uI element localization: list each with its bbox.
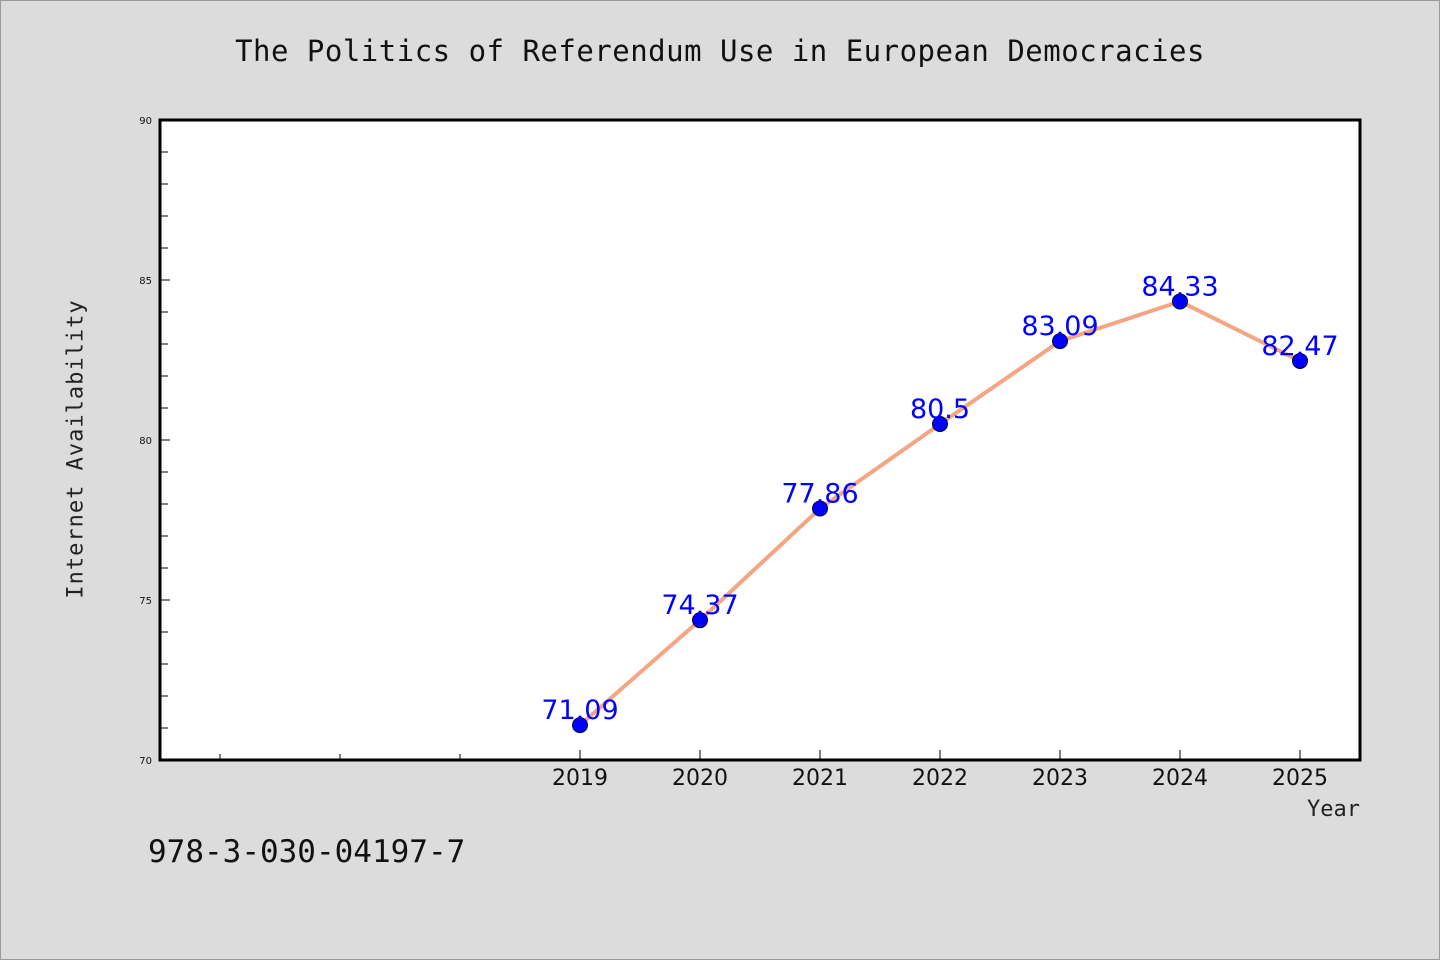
- data-point: [932, 416, 948, 432]
- y-tick-label: 90: [139, 116, 152, 127]
- data-point: [572, 717, 588, 734]
- x-tick-label: 2022: [912, 766, 968, 791]
- x-tick-label: 2023: [1032, 766, 1088, 791]
- data-label: 71.09: [541, 695, 618, 726]
- x-axis-label: Year: [1307, 797, 1360, 822]
- data-point: [692, 612, 708, 629]
- y-tick-label: 80: [139, 436, 152, 447]
- data-label: 82.47: [1261, 331, 1338, 362]
- data-label: 74.37: [661, 590, 738, 621]
- x-tick-label: 2019: [552, 766, 608, 791]
- data-label: 77.86: [781, 478, 858, 509]
- plot-area: [158, 118, 1362, 762]
- x-tick-label: 2020: [672, 766, 728, 791]
- isbn-text: 978-3-030-04197-7: [148, 834, 466, 870]
- data-point: [1172, 293, 1188, 310]
- data-label: 80.5: [910, 394, 970, 425]
- y-tick-label: 85: [139, 276, 152, 287]
- x-tick-label: 2025: [1272, 766, 1328, 791]
- data-point: [1052, 333, 1068, 350]
- data-point: [812, 500, 828, 517]
- y-tick-label: 70: [139, 756, 152, 767]
- data-label: 83.09: [1021, 311, 1098, 342]
- chart-title: The Politics of Referendum Use in Europe…: [235, 34, 1205, 68]
- x-tick-label: 2021: [792, 766, 848, 791]
- x-tick-label: 2024: [1152, 766, 1208, 791]
- y-tick-label: 75: [139, 596, 152, 607]
- data-point: [1292, 352, 1308, 369]
- data-label: 84.33: [1141, 271, 1218, 302]
